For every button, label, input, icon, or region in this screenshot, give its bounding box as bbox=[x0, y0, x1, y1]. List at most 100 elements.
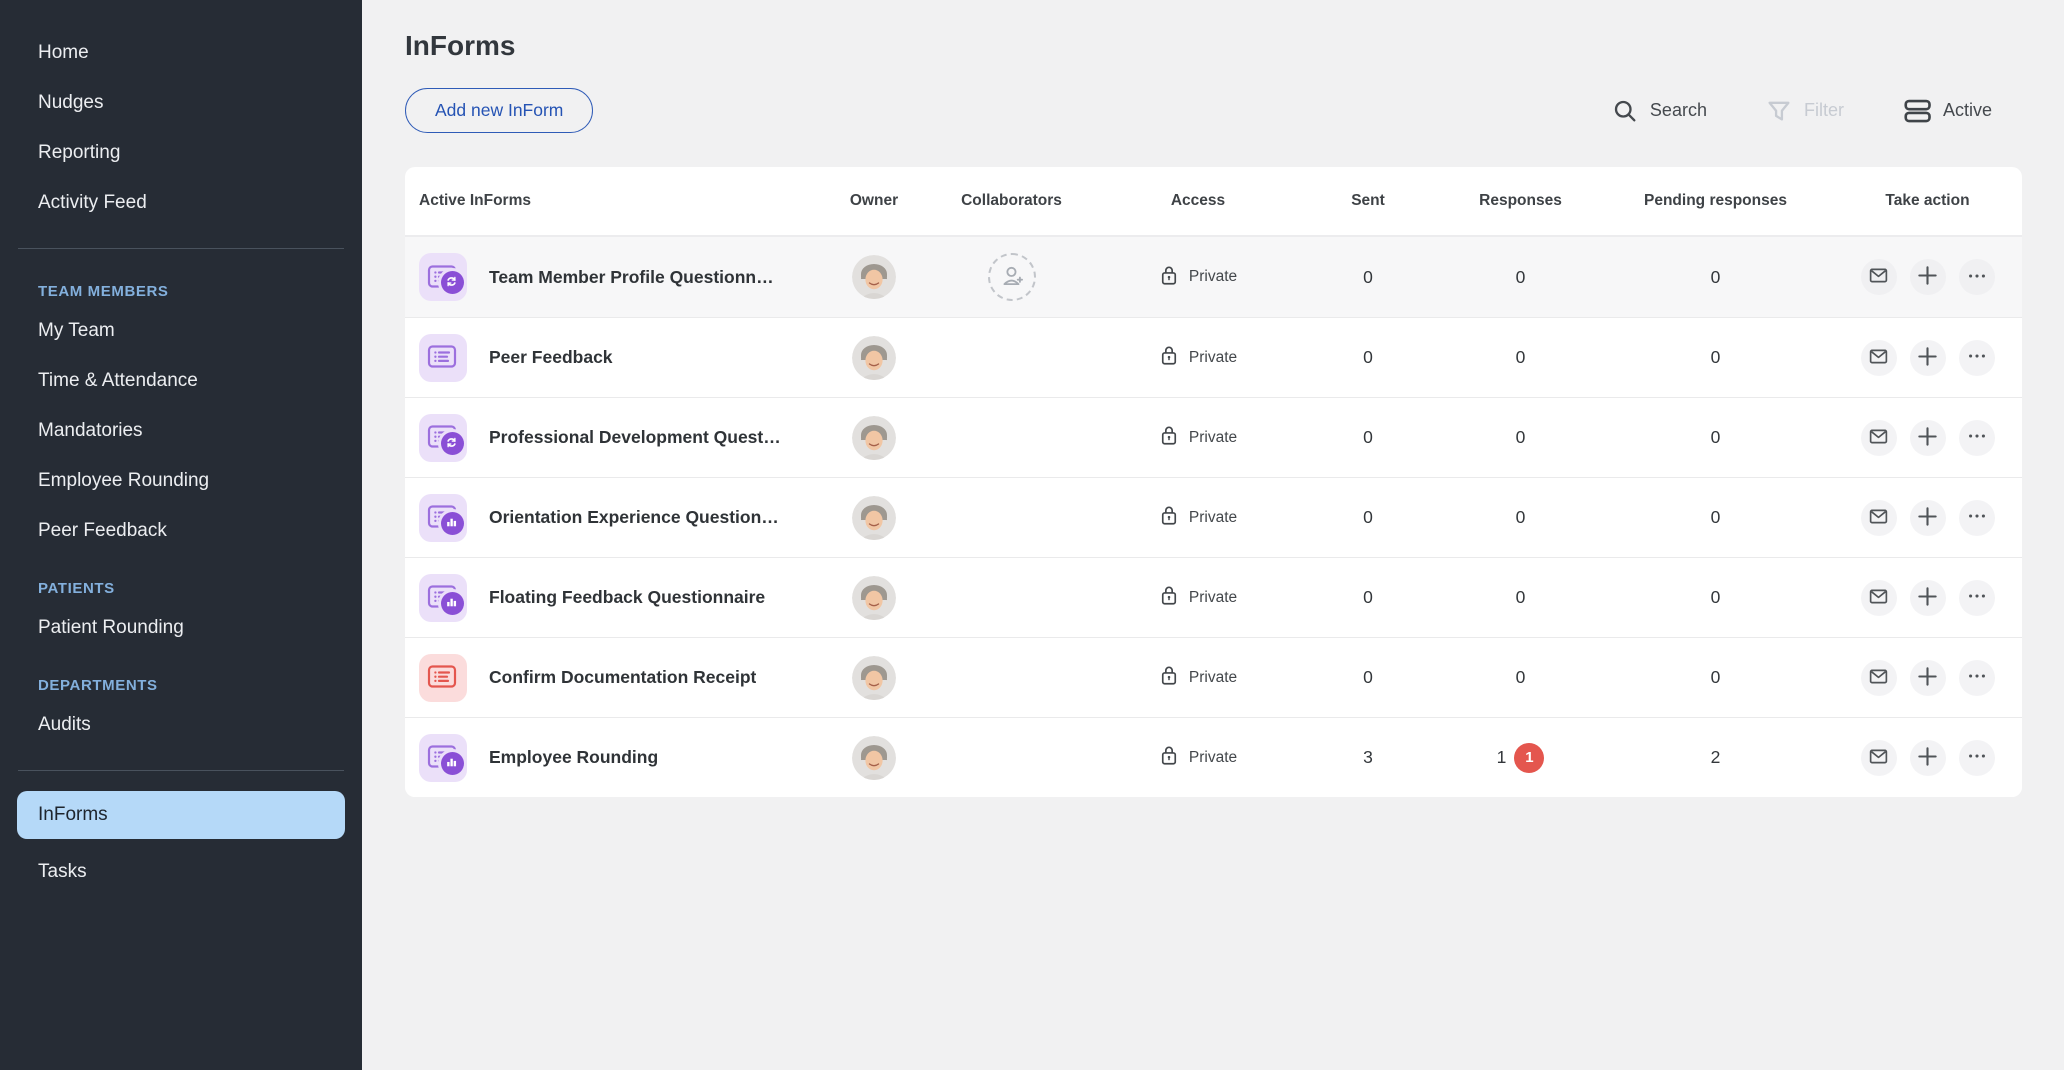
sidebar-item-reporting[interactable]: Reporting bbox=[38, 142, 121, 163]
table-body: Team Member Profile Questionn… Private 0… bbox=[405, 237, 2022, 797]
sent-count: 0 bbox=[1363, 347, 1373, 367]
sidebar-item-tasks[interactable]: Tasks bbox=[38, 861, 87, 882]
sidebar-item-informs[interactable]: InForms bbox=[17, 791, 345, 839]
table-row[interactable]: Professional Development Quest… Private … bbox=[405, 397, 2022, 477]
more-options-button[interactable] bbox=[1958, 739, 1995, 776]
owner-avatar[interactable] bbox=[852, 415, 896, 460]
table-row[interactable]: Team Member Profile Questionn… Private 0… bbox=[405, 237, 2022, 317]
inform-type-icon bbox=[419, 733, 467, 782]
add-button[interactable] bbox=[1909, 579, 1946, 616]
filter-label: Filter bbox=[1803, 100, 1844, 120]
search-button[interactable]: Search bbox=[1611, 97, 1707, 125]
sidebar-item-mandatories[interactable]: Mandatories bbox=[38, 420, 143, 441]
pending-responses-count: 0 bbox=[1710, 266, 1721, 287]
access-value: Private bbox=[1188, 748, 1238, 766]
inform-title: Team Member Profile Questionn… bbox=[489, 266, 774, 287]
inform-title: Orientation Experience Question… bbox=[489, 507, 779, 527]
sent-count: 0 bbox=[1363, 507, 1373, 527]
more-options-button[interactable] bbox=[1958, 259, 1995, 295]
more-options-button[interactable] bbox=[1958, 579, 1995, 616]
sent-count: 0 bbox=[1363, 427, 1373, 447]
sidebar-item-activity-feed[interactable]: Activity Feed bbox=[38, 192, 147, 213]
sent-count: 0 bbox=[1363, 587, 1373, 607]
access-value: Private bbox=[1188, 268, 1238, 285]
lock-icon bbox=[1159, 504, 1179, 531]
ellipsis-icon bbox=[1966, 585, 1988, 610]
add-button[interactable] bbox=[1909, 499, 1946, 536]
column-header-responses: Responses bbox=[1479, 192, 1562, 209]
more-options-button[interactable] bbox=[1958, 659, 1995, 696]
inform-title: Confirm Documentation Receipt bbox=[489, 667, 757, 687]
inform-type-icon bbox=[419, 413, 467, 462]
responses-count: 0 bbox=[1515, 587, 1526, 607]
envelope-icon bbox=[1868, 346, 1889, 370]
sidebar-item-home[interactable]: Home bbox=[38, 42, 89, 63]
send-email-button[interactable] bbox=[1860, 739, 1897, 776]
access-value: Private bbox=[1188, 588, 1238, 606]
sidebar-item-nudges[interactable]: Nudges bbox=[38, 92, 104, 113]
inform-title: Floating Feedback Questionnaire bbox=[489, 587, 766, 607]
access-value: Private bbox=[1188, 668, 1238, 686]
add-collaborator-button[interactable] bbox=[987, 253, 1036, 301]
more-options-button[interactable] bbox=[1958, 339, 1995, 376]
inform-title: Employee Rounding bbox=[489, 747, 659, 767]
owner-avatar[interactable] bbox=[852, 255, 896, 299]
envelope-icon bbox=[1868, 506, 1889, 530]
send-email-button[interactable] bbox=[1860, 579, 1897, 616]
plus-icon bbox=[1916, 585, 1939, 611]
inform-title: Professional Development Quest… bbox=[489, 427, 781, 447]
send-email-button[interactable] bbox=[1860, 499, 1897, 536]
more-options-button[interactable] bbox=[1958, 419, 1995, 456]
envelope-icon bbox=[1868, 746, 1889, 770]
add-button[interactable] bbox=[1909, 259, 1946, 295]
column-header-take-action: Take action bbox=[1885, 192, 1970, 209]
table-row[interactable]: Floating Feedback Questionnaire Private … bbox=[405, 557, 2022, 637]
send-email-button[interactable] bbox=[1860, 339, 1897, 376]
add-button[interactable] bbox=[1909, 339, 1946, 376]
active-view-label: Active bbox=[1942, 100, 1992, 120]
owner-avatar[interactable] bbox=[852, 735, 896, 780]
pending-responses-count: 2 bbox=[1710, 747, 1721, 767]
filter-button[interactable]: Filter bbox=[1765, 97, 1844, 125]
add-button[interactable] bbox=[1909, 419, 1946, 456]
send-email-button[interactable] bbox=[1860, 419, 1897, 456]
envelope-icon bbox=[1868, 586, 1889, 610]
recurring-badge-icon bbox=[441, 271, 464, 294]
sidebar-item-employee-rounding[interactable]: Employee Rounding bbox=[38, 470, 210, 491]
sidebar-item-time-attendance[interactable]: Time & Attendance bbox=[38, 370, 198, 391]
ellipsis-icon bbox=[1966, 505, 1988, 530]
add-button[interactable] bbox=[1909, 739, 1946, 776]
owner-avatar[interactable] bbox=[852, 495, 896, 540]
access-value: Private bbox=[1188, 428, 1238, 446]
access-value: Private bbox=[1188, 348, 1238, 366]
send-email-button[interactable] bbox=[1860, 659, 1897, 696]
table-row[interactable]: Peer Feedback Private 0 0 0 bbox=[405, 317, 2022, 397]
owner-avatar[interactable] bbox=[852, 335, 896, 380]
owner-avatar[interactable] bbox=[852, 575, 896, 620]
table-row[interactable]: Orientation Experience Question… Private… bbox=[405, 477, 2022, 557]
sidebar-item-peer-feedback[interactable]: Peer Feedback bbox=[38, 520, 167, 541]
more-options-button[interactable] bbox=[1958, 499, 1995, 536]
column-header-sent: Sent bbox=[1351, 192, 1385, 209]
add-button[interactable] bbox=[1909, 659, 1946, 696]
table-row[interactable]: Confirm Documentation Receipt Private 0 … bbox=[405, 637, 2022, 717]
sidebar-item-my-team[interactable]: My Team bbox=[38, 320, 115, 341]
filter-icon bbox=[1765, 97, 1793, 125]
sent-count: 0 bbox=[1363, 266, 1373, 287]
envelope-icon bbox=[1868, 666, 1889, 690]
ellipsis-icon bbox=[1966, 665, 1988, 690]
new-responses-badge: 1 bbox=[1514, 742, 1545, 773]
responses-count: 0 bbox=[1515, 266, 1526, 287]
recurring-badge-icon bbox=[441, 431, 464, 455]
sent-count: 3 bbox=[1363, 747, 1373, 767]
column-header-pending-responses: Pending responses bbox=[1644, 192, 1787, 209]
sidebar-item-audits[interactable]: Audits bbox=[38, 714, 91, 735]
send-email-button[interactable] bbox=[1860, 259, 1897, 295]
pending-responses-count: 0 bbox=[1710, 667, 1721, 687]
sent-count: 0 bbox=[1363, 667, 1373, 687]
sidebar-item-patient-rounding[interactable]: Patient Rounding bbox=[38, 617, 184, 638]
active-view-button[interactable]: Active bbox=[1902, 96, 1992, 126]
add-new-inform-button[interactable]: Add new InForm bbox=[405, 88, 594, 133]
owner-avatar[interactable] bbox=[852, 655, 896, 700]
